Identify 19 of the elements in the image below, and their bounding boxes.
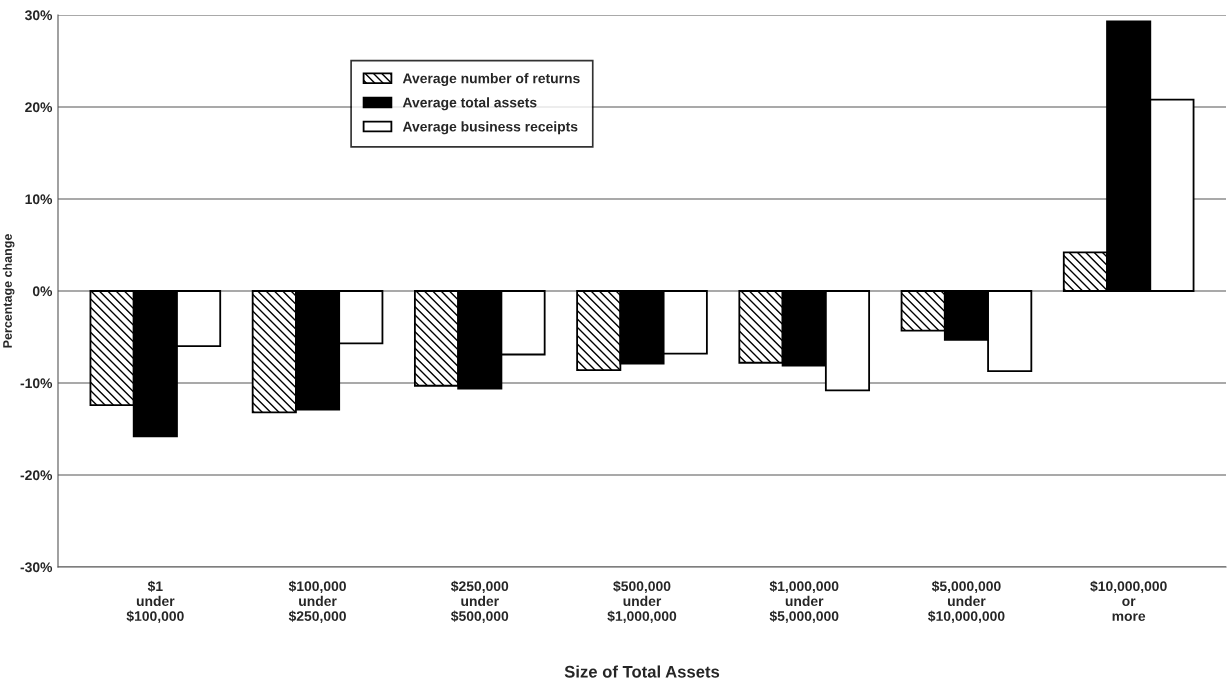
x-tick-label: $1 under $100,000 — [126, 580, 184, 624]
y-tick-label: 0% — [32, 286, 53, 297]
y-axis-title: Percentage change — [2, 234, 15, 348]
x-tick-label: $10,000,000 or more — [1090, 580, 1167, 622]
y-tick-label: -10% — [20, 378, 53, 389]
x-tick-label: $1,000,000 under $5,000,000 — [769, 580, 839, 624]
legend-label: Average number of returns — [402, 73, 580, 87]
x-axis-title: Size of Total Assets — [564, 665, 720, 678]
y-tick-label: -30% — [20, 562, 53, 573]
x-tick-label: $250,000 under $500,000 — [451, 580, 509, 624]
x-tick-label: $100,000 under $250,000 — [288, 580, 346, 624]
x-tick-label: $500,000 under $1,000,000 — [607, 580, 677, 624]
legend-label: Average total assets — [402, 97, 537, 111]
x-tick-label: $5,000,000 under $10,000,000 — [928, 580, 1005, 624]
legend-label: Average business receipts — [402, 121, 578, 135]
y-tick-label: -20% — [20, 470, 53, 481]
y-tick-label: 10% — [25, 194, 53, 205]
y-tick-label: 20% — [25, 102, 53, 113]
y-tick-label: 30% — [24, 10, 53, 21]
